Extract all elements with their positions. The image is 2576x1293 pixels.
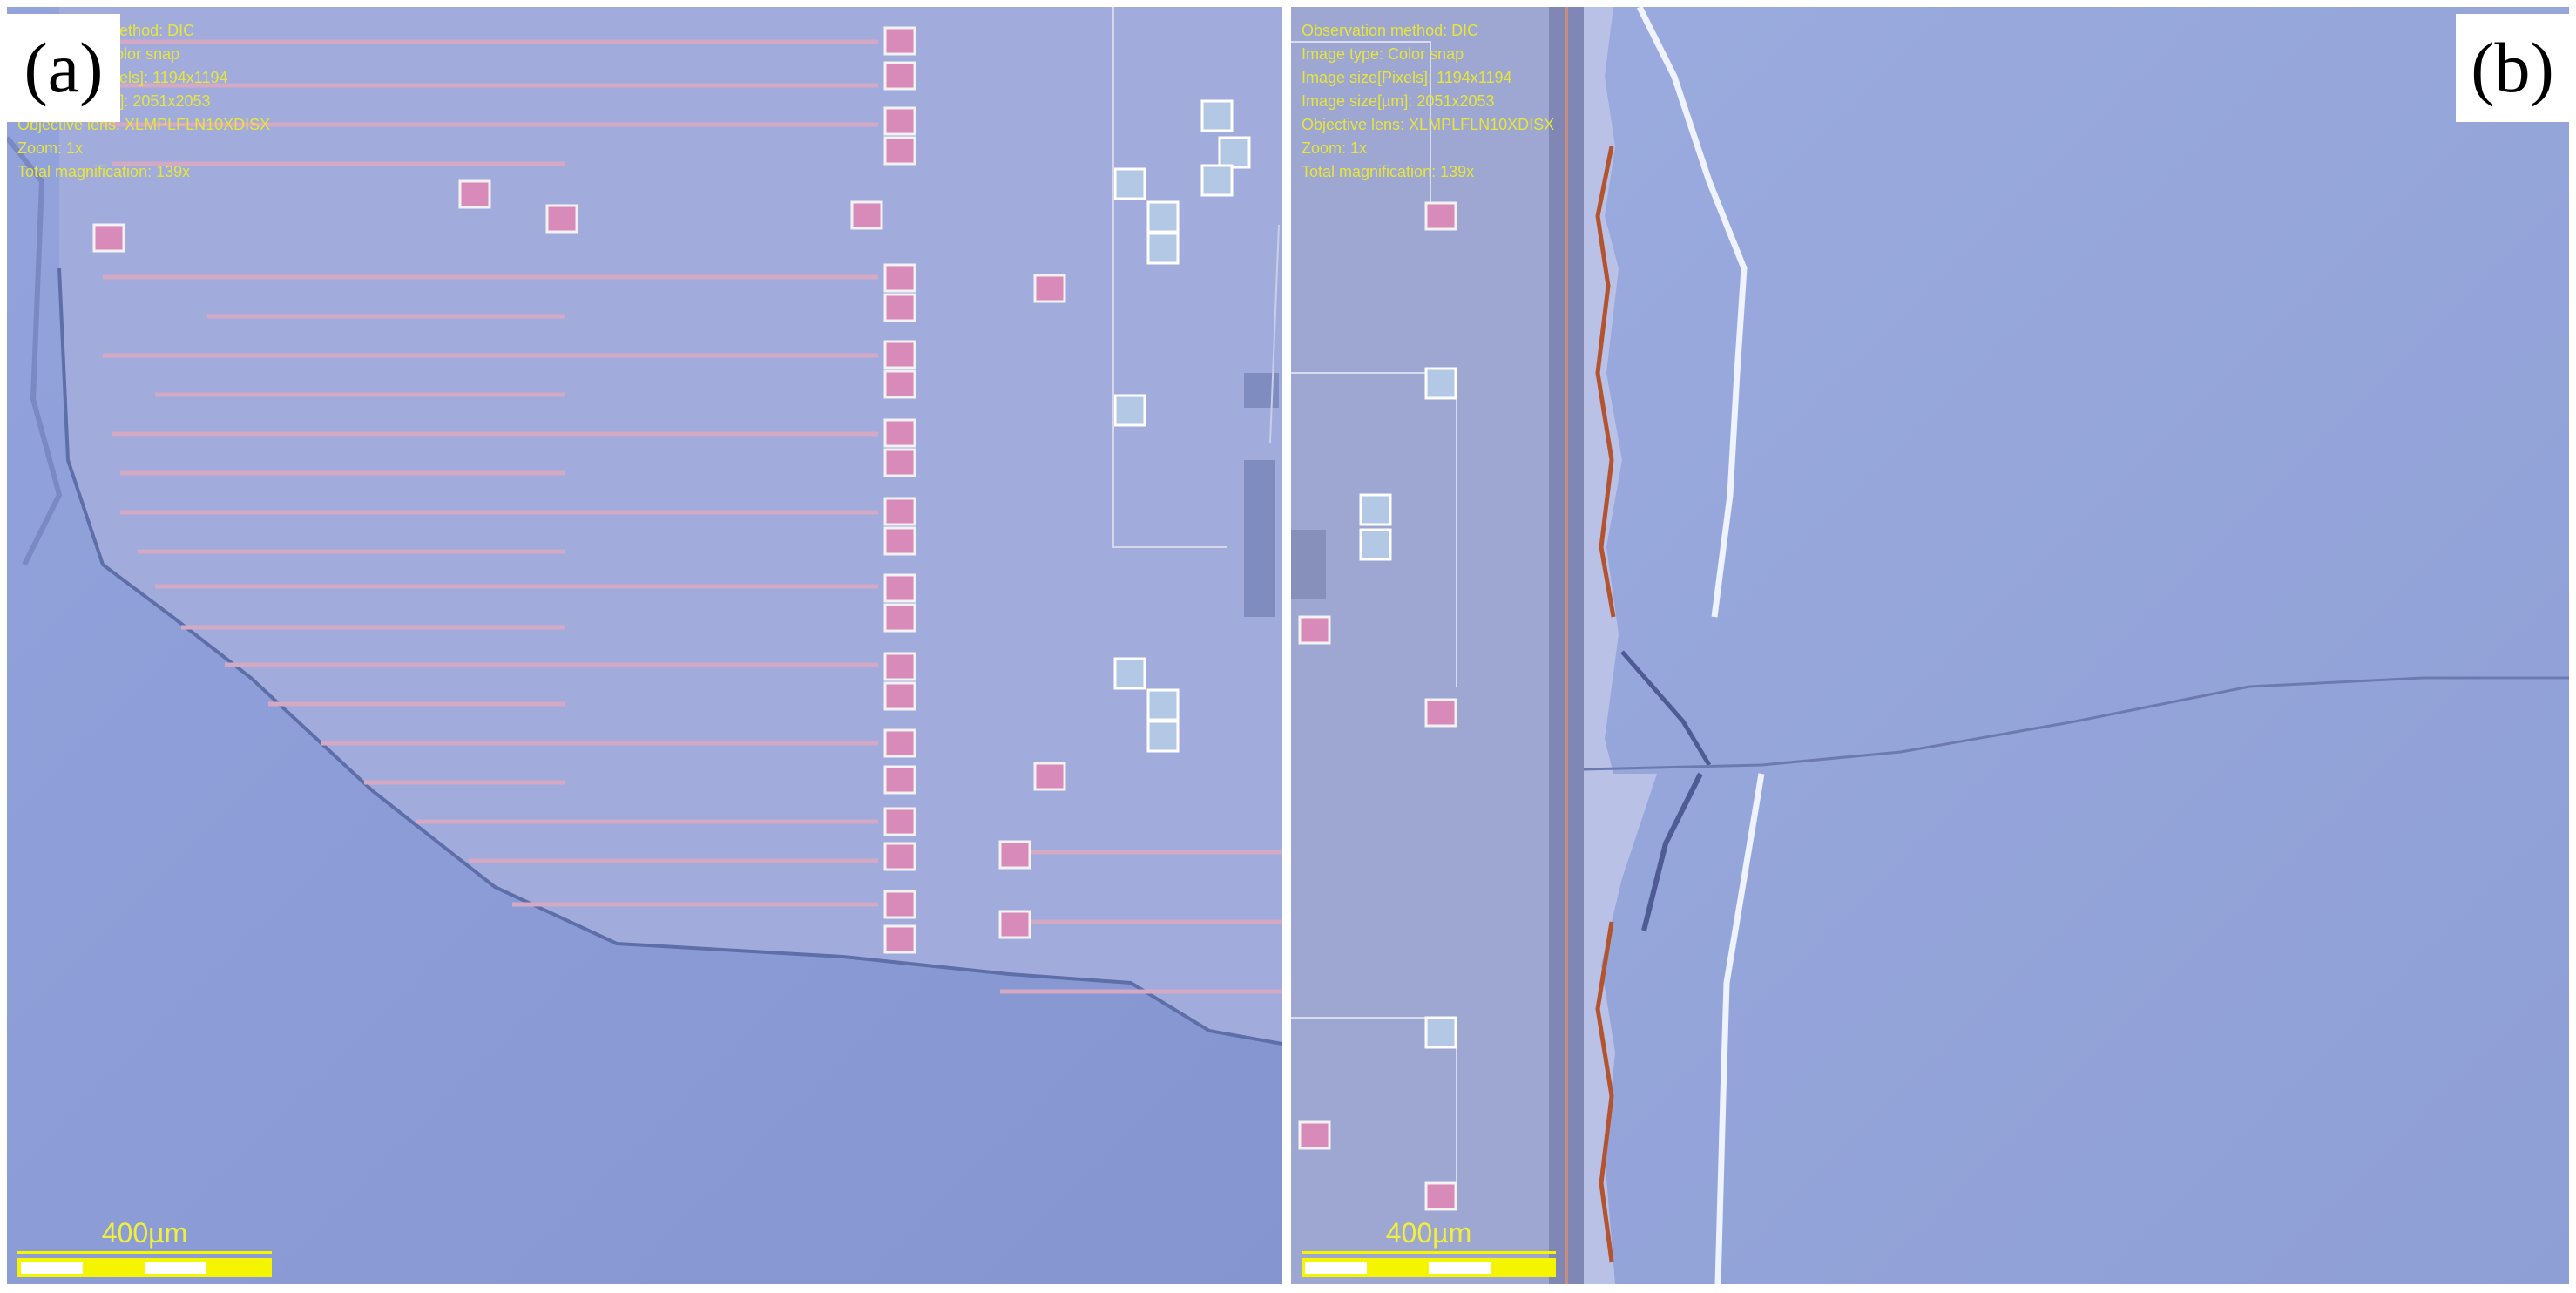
metadata-line: Total magnification: 139x (1302, 163, 1475, 180)
scale-bar-segments (1302, 1258, 1556, 1277)
metadata-line: Zoom: 1x (17, 139, 84, 157)
acquisition-metadata-b: Observation method: DIC Image type: Colo… (1302, 19, 1554, 184)
scale-bar-line (1302, 1251, 1556, 1254)
panel-label-b: (b) (2456, 14, 2569, 122)
metadata-line: Image size[Pixels]: 1194x1194 (1302, 69, 1512, 86)
panel-b: Observation method: DIC Image type: Colo… (1291, 7, 2569, 1284)
metadata-line: Image size[µm]: 2051x2053 (1302, 92, 1495, 110)
metadata-line: Observation method: DIC (1302, 22, 1479, 39)
scale-bar-line (17, 1251, 272, 1254)
panel-a: Observation method: DIC Image type: Colo… (7, 7, 1282, 1284)
panel-label-a: (a) (7, 14, 120, 122)
metadata-line: Objective lens: XLMPLFLN10XDISX (1302, 116, 1555, 133)
micrograph-b (1291, 7, 2569, 1284)
scale-bar-segments (17, 1258, 272, 1277)
scale-bar-b: 400µm (1302, 1218, 1556, 1279)
scale-bar-a: 400µm (17, 1218, 272, 1279)
metadata-line: Zoom: 1x (1302, 139, 1368, 157)
metadata-line: Image type: Color snap (1302, 45, 1464, 63)
scale-bar-label: 400µm (101, 1217, 188, 1249)
scale-bar-label: 400µm (1385, 1217, 1472, 1249)
micrograph-a (7, 7, 1282, 1284)
metadata-line: Total magnification: 139x (17, 163, 191, 180)
